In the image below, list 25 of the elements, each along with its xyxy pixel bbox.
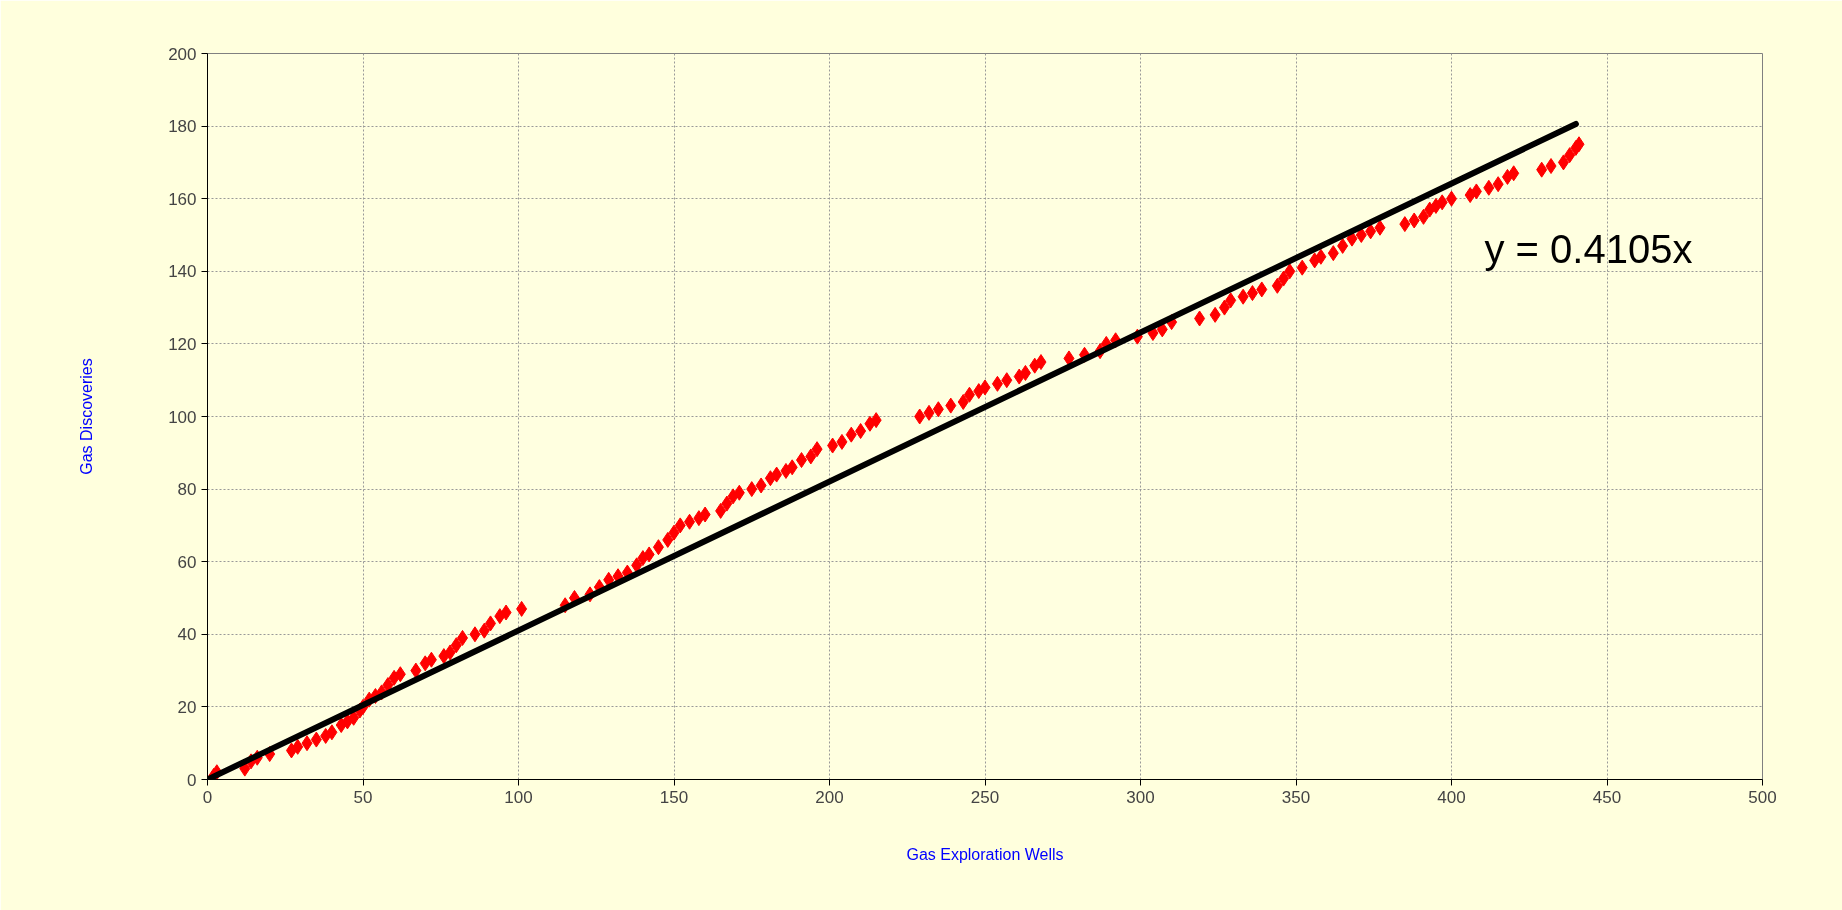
x-tick-label: 450 bbox=[1592, 787, 1622, 807]
x-tick-label: 400 bbox=[1437, 787, 1466, 807]
x-tick-label: 250 bbox=[970, 787, 1000, 807]
y-tick-label: 180 bbox=[168, 117, 197, 137]
x-tick-label: 0 bbox=[202, 787, 213, 807]
y-tick-label: 120 bbox=[168, 334, 197, 354]
x-tick-label: 350 bbox=[1281, 787, 1311, 807]
y-tick-label: 40 bbox=[177, 625, 197, 645]
y-tick-label: 160 bbox=[168, 189, 197, 209]
x-tick-label: 300 bbox=[1126, 787, 1155, 807]
y-tick-label: 20 bbox=[177, 697, 197, 717]
x-tick-label: 500 bbox=[1748, 787, 1777, 807]
annotation: y = 0.4105x bbox=[1484, 226, 1693, 271]
x-tick-label: 200 bbox=[815, 787, 844, 807]
y-tick-label: 60 bbox=[177, 552, 197, 572]
x-tick-label: 50 bbox=[353, 787, 373, 807]
x-tick-label: 150 bbox=[659, 787, 689, 807]
y-tick-label: 0 bbox=[187, 770, 197, 790]
y-tick-label: 140 bbox=[168, 262, 197, 282]
x-axis-title: Gas Exploration Wells bbox=[906, 845, 1064, 863]
y-tick-label: 80 bbox=[177, 480, 197, 500]
y-tick-label: 100 bbox=[168, 407, 197, 427]
y-axis-title: Gas Discoveries bbox=[78, 358, 96, 475]
y-tick-label: 200 bbox=[168, 44, 197, 64]
x-tick-label: 100 bbox=[504, 787, 533, 807]
